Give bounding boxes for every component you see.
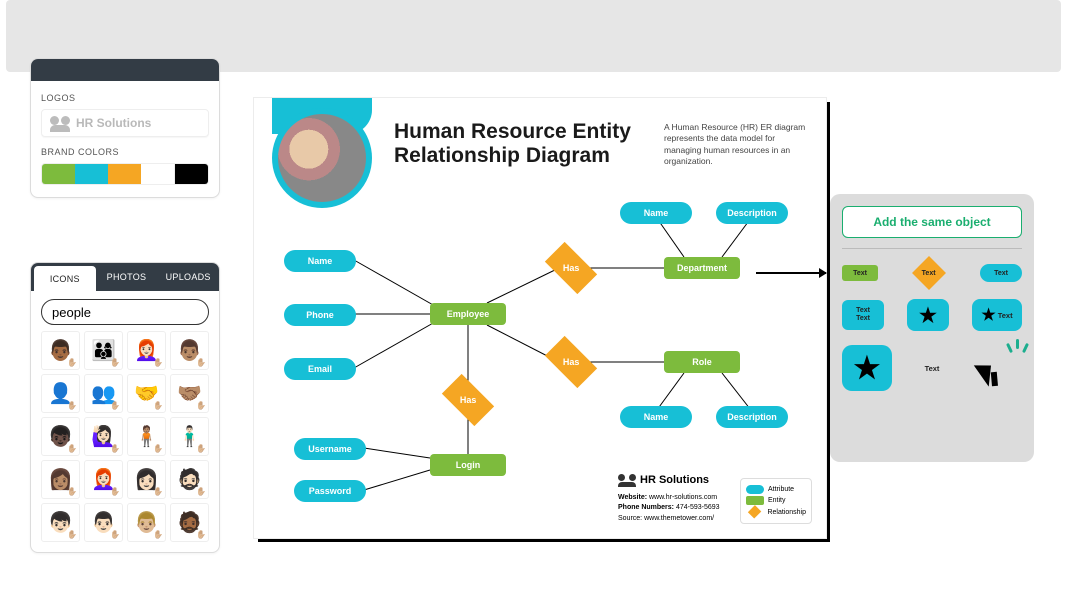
swatch[interactable] — [108, 164, 141, 184]
sample-star-text[interactable]: ★ Text — [972, 299, 1022, 331]
hand-icon: ✋🏼 — [153, 401, 163, 410]
brand-swatches — [41, 163, 209, 185]
swatch[interactable] — [175, 164, 208, 184]
sample-attribute[interactable]: Text — [980, 264, 1022, 282]
icon-cell[interactable]: 👨🏾✋🏼 — [41, 331, 80, 370]
icon-cell[interactable]: 👥✋🏼 — [84, 374, 123, 413]
logo-text: HR Solutions — [76, 116, 151, 130]
footer-info: HR Solutions Website: www.hr-solutions.c… — [618, 472, 728, 524]
hand-icon: ✋🏼 — [67, 444, 77, 453]
sample-relationship[interactable]: Text — [912, 256, 946, 290]
logo-card[interactable]: HR Solutions — [41, 109, 209, 137]
attr-dept-desc[interactable]: Description — [716, 202, 788, 224]
tab-icons[interactable]: ICONS — [34, 266, 96, 291]
icon-search-input[interactable] — [52, 305, 220, 320]
icon-cell[interactable]: 👩🏻‍🦰✋🏼 — [84, 460, 123, 499]
icon-cell[interactable]: 👨🏽✋🏼 — [170, 331, 209, 370]
sample-double-text[interactable]: TextText — [842, 300, 884, 330]
icon-cell[interactable]: 👩🏻✋🏼 — [127, 460, 166, 499]
star-icon: ★ — [919, 303, 937, 328]
entity-login[interactable]: Login — [430, 454, 506, 476]
hand-icon: ✋🏼 — [110, 444, 120, 453]
attr-name[interactable]: Name — [284, 250, 356, 272]
sample-star-1[interactable]: ★ — [907, 299, 949, 331]
people-icon — [50, 116, 70, 130]
popover-divider — [842, 248, 1022, 249]
attr-phone[interactable]: Phone — [284, 304, 356, 326]
add-same-object-button[interactable]: Add the same object — [842, 206, 1022, 238]
legend: Attribute Entity Relationship — [740, 478, 812, 524]
arrow-to-popover — [756, 272, 826, 274]
icon-cell[interactable]: 🧔🏻✋🏼 — [170, 460, 209, 499]
hand-icon: ✋🏼 — [110, 358, 120, 367]
er-canvas[interactable]: Human Resource Entity Relationship Diagr… — [254, 98, 826, 538]
icon-cell[interactable]: 👩🏽✋🏼 — [41, 460, 80, 499]
icon-grid: 👨🏾✋🏼👨‍👩‍👦✋🏼👩🏻‍🦰✋🏼👨🏽✋🏼👤✋🏼👥✋🏼🤝✋🏼🤝🏽✋🏼👦🏿✋🏼🙋🏻… — [31, 331, 219, 552]
icon-cell[interactable]: 👨‍👩‍👦✋🏼 — [84, 331, 123, 370]
tab-uploads[interactable]: UPLOADS — [157, 263, 219, 291]
entity-role[interactable]: Role — [664, 351, 740, 373]
hand-icon: ✋🏼 — [153, 358, 163, 367]
icon-cell[interactable]: 👤✋🏼 — [41, 374, 80, 413]
attr-username[interactable]: Username — [294, 438, 366, 460]
attr-role-desc[interactable]: Description — [716, 406, 788, 428]
attr-email[interactable]: Email — [284, 358, 356, 380]
brand-panel: LOGOS HR Solutions BRAND COLORS — [30, 58, 220, 198]
hand-icon: ✋🏼 — [196, 530, 206, 539]
icon-cell[interactable]: 👩🏻‍🦰✋🏼 — [127, 331, 166, 370]
hand-icon: ✋🏼 — [67, 358, 77, 367]
sample-text-label[interactable]: Text — [925, 364, 940, 373]
hand-icon: ✋🏼 — [110, 530, 120, 539]
icon-cell[interactable]: 🤝✋🏼 — [127, 374, 166, 413]
icon-cell[interactable]: 👦🏿✋🏼 — [41, 417, 80, 456]
hand-icon: ✋🏼 — [67, 530, 77, 539]
tab-photos[interactable]: PHOTOS — [96, 263, 158, 291]
hand-icon: ✋🏼 — [110, 487, 120, 496]
icon-cell[interactable]: 🤝🏽✋🏼 — [170, 374, 209, 413]
add-object-popover: Add the same object Text Text Text TextT… — [830, 194, 1034, 462]
hand-icon: ✋🏼 — [110, 401, 120, 410]
star-icon: ★ — [981, 305, 995, 325]
attr-role-name[interactable]: Name — [620, 406, 692, 428]
icon-cell[interactable]: 🧍🏻‍♂️✋🏼 — [170, 417, 209, 456]
icon-search[interactable] — [41, 299, 209, 325]
brand-panel-header — [31, 59, 219, 81]
hand-icon: ✋🏼 — [153, 444, 163, 453]
icon-cell[interactable]: 🧔🏾✋🏼 — [170, 503, 209, 542]
hand-icon: ✋🏼 — [196, 444, 206, 453]
swatch[interactable] — [141, 164, 175, 184]
icon-cell[interactable]: 🧍🏽✋🏼 — [127, 417, 166, 456]
icons-panel: ICONS PHOTOS UPLOADS 👨🏾✋🏼👨‍👩‍👦✋🏼👩🏻‍🦰✋🏼👨🏽… — [30, 262, 220, 553]
hand-icon: ✋🏼 — [196, 401, 206, 410]
icon-cell[interactable]: 👨🏼✋🏼 — [127, 503, 166, 542]
swatch[interactable] — [75, 164, 108, 184]
icon-cell[interactable]: 🙋🏻‍♀️✋🏼 — [84, 417, 123, 456]
attr-password[interactable]: Password — [294, 480, 366, 502]
swatch[interactable] — [42, 164, 75, 184]
hand-icon: ✋🏼 — [196, 358, 206, 367]
cursor-click-icon — [972, 345, 1022, 391]
icons-tabs: ICONS PHOTOS UPLOADS — [31, 263, 219, 291]
sample-big-star[interactable]: ★ — [842, 345, 892, 391]
entity-department[interactable]: Department — [664, 257, 740, 279]
attr-dept-name[interactable]: Name — [620, 202, 692, 224]
icon-cell[interactable]: 👨🏻✋🏼 — [84, 503, 123, 542]
hand-icon: ✋🏼 — [153, 487, 163, 496]
sample-entity[interactable]: Text — [842, 265, 878, 281]
icon-cell[interactable]: 👦🏻✋🏼 — [41, 503, 80, 542]
footer-logo: HR Solutions — [618, 472, 728, 489]
star-icon: ★ — [854, 351, 881, 386]
entity-employee[interactable]: Employee — [430, 303, 506, 325]
hand-icon: ✋🏼 — [153, 530, 163, 539]
hand-icon: ✋🏼 — [67, 487, 77, 496]
hand-icon: ✋🏼 — [196, 487, 206, 496]
brand-colors-label: BRAND COLORS — [41, 147, 209, 157]
hand-icon: ✋🏼 — [67, 401, 77, 410]
logos-label: LOGOS — [41, 93, 209, 103]
